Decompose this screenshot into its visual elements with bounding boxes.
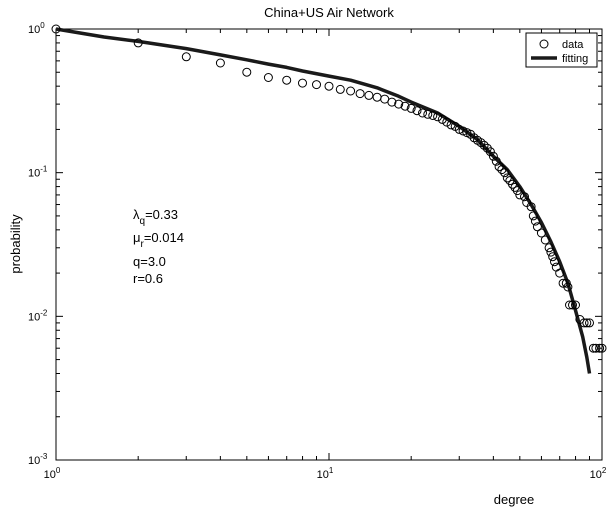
fit-parameter-3: q=3.0: [133, 254, 166, 269]
data-point: [298, 78, 307, 88]
data-point: [324, 81, 334, 91]
data-point: [528, 211, 538, 221]
data-point: [588, 343, 598, 353]
data-point: [571, 300, 580, 310]
data-point: [551, 262, 561, 272]
fitting-series: [55, 27, 592, 374]
fit-parameter-1: λq=0.33: [133, 207, 178, 227]
data-point: [372, 92, 382, 102]
data-point: [433, 112, 443, 122]
y-tick-label: 100: [28, 21, 45, 36]
data-point: [536, 228, 546, 238]
data-point: [591, 343, 601, 353]
data-point: [582, 318, 592, 328]
data-point: [548, 252, 558, 262]
data-point: [497, 165, 507, 175]
data-series: [51, 24, 607, 353]
data-point: [412, 106, 422, 116]
data-point: [437, 114, 447, 124]
y-tick-labels: 10-3 10-2 10-1 100: [28, 21, 48, 467]
data-point: [500, 168, 510, 178]
data-point: [515, 190, 525, 200]
data-point: [335, 84, 345, 94]
y-axis-label: probability: [8, 214, 23, 274]
data-point: [555, 268, 565, 278]
fit-parameter-2: μr=0.014: [133, 230, 184, 250]
data-point: [394, 99, 404, 109]
legend-data-marker: [539, 39, 549, 49]
data-point: [595, 343, 605, 353]
legend: data fitting: [525, 32, 598, 68]
data-point: [494, 162, 504, 172]
data-point: [346, 86, 356, 96]
data-point: [526, 202, 536, 212]
data-point: [312, 80, 321, 90]
x-tick-label: 100: [44, 466, 61, 481]
data-point: [355, 89, 365, 99]
legend-data-label: data: [562, 39, 584, 51]
data-point: [133, 38, 143, 48]
data-point: [520, 192, 529, 202]
data-point: [530, 216, 540, 226]
data-point: [242, 67, 252, 77]
x-axis-label: degree: [494, 492, 534, 507]
data-point: [488, 151, 498, 161]
data-point: [508, 179, 517, 189]
data-point: [215, 58, 225, 68]
legend-box: [525, 32, 598, 68]
data-point: [565, 300, 574, 310]
data-point: [544, 243, 554, 253]
fit-parameter-4: r=0.6: [133, 271, 163, 286]
data-point: [485, 147, 495, 157]
data-point: [585, 318, 594, 328]
axis-ticks: [55, 29, 602, 461]
data-point: [510, 182, 520, 192]
data-point: [532, 222, 542, 232]
data-point: [387, 97, 397, 107]
data-point: [579, 318, 589, 328]
data-point: [476, 138, 486, 148]
data-point: [546, 247, 556, 257]
data-point: [479, 140, 489, 150]
y-tick-label: 10-3: [28, 452, 48, 467]
data-point: [282, 75, 292, 85]
data-point: [418, 108, 427, 118]
data-point: [446, 120, 456, 130]
data-point: [406, 103, 416, 113]
chart-title: China+US Air Network: [264, 5, 394, 20]
data-point: [550, 257, 559, 267]
data-point: [263, 73, 273, 82]
x-tick-label: 101: [317, 466, 334, 481]
data-point: [423, 109, 433, 119]
data-point: [512, 186, 522, 196]
x-tick-labels: 100 101 102: [44, 466, 607, 481]
data-point: [502, 173, 512, 183]
data-point: [51, 24, 61, 34]
legend-fitting-label: fitting: [562, 53, 588, 65]
y-tick-label: 10-1: [28, 165, 48, 180]
x-tick-label: 102: [590, 466, 607, 481]
data-point: [181, 52, 191, 62]
data-point: [491, 156, 501, 166]
data-point: [597, 343, 607, 353]
data-point: [563, 282, 573, 292]
data-point: [428, 111, 438, 120]
data-point: [364, 90, 374, 100]
data-point: [540, 235, 550, 245]
data-point: [400, 101, 410, 111]
y-tick-label: 10-2: [28, 308, 48, 323]
fit-parameter-annotations: λq=0.33 μr=0.014 q=3.0 r=0.6: [133, 207, 184, 286]
fitting-line: [55, 27, 592, 374]
data-point: [568, 300, 577, 310]
